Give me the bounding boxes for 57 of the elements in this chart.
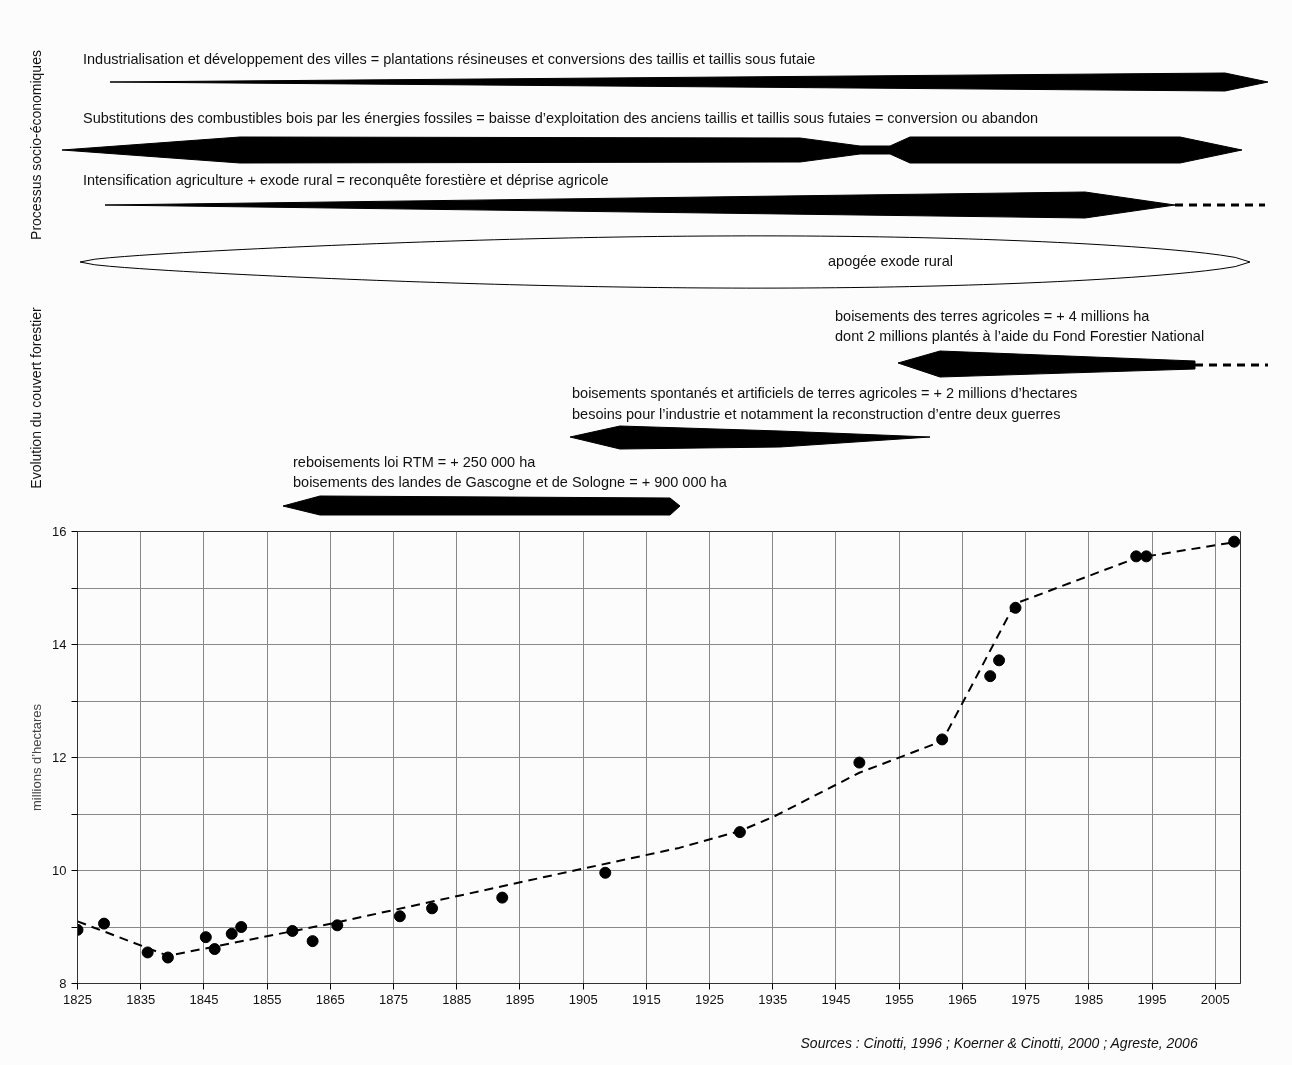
text: Substitutions des combustibles bois par les énergies fossiles = baisse d’exploitation des anciens taillis et taillis sous futaies = conversion ou abandon — [83, 109, 1039, 126]
point — [235, 921, 248, 933]
y-tick-label: 8 — [59, 976, 67, 991]
y-tick-label: 16 — [52, 524, 67, 539]
point — [98, 917, 111, 930]
text: Evolution du couvert forestier — [27, 307, 44, 489]
x-tick-label: 1935 — [758, 991, 788, 1007]
x-tick-label: 1845 — [189, 991, 219, 1007]
text: boisements spontanés et artificiels de terres agricoles = + 2 millions d’hectares — [572, 384, 1078, 401]
x-tick-label: 1905 — [568, 991, 598, 1007]
text: Processus socio-économiques — [27, 50, 44, 240]
y-tick-label: 12 — [52, 750, 67, 765]
x-tick-label: 1835 — [126, 991, 156, 1007]
point — [496, 891, 509, 904]
point — [306, 935, 319, 948]
point — [733, 826, 746, 839]
point — [286, 924, 299, 937]
point — [1140, 550, 1153, 563]
point — [853, 756, 866, 769]
x-tick-label: 1955 — [884, 991, 914, 1007]
text: boisements des terres agricoles = + 4 millions ha — [835, 307, 1151, 324]
x-tick-label: 1875 — [379, 991, 408, 1007]
x-tick-label: 1975 — [1011, 991, 1041, 1007]
point — [1228, 535, 1241, 548]
x-tick-label: 1885 — [442, 991, 472, 1007]
text: dont 2 millions plantés à l’aide du Fond Forestier National — [835, 327, 1205, 344]
x-tick-label: 1855 — [252, 991, 282, 1007]
x-tick-label: 1965 — [947, 991, 977, 1007]
x-tick-label: 1985 — [1074, 991, 1104, 1007]
text: Intensification agriculture + exode rural = reconquête forestière et déprise agricole — [83, 171, 609, 188]
x-tick-label: 1895 — [505, 991, 535, 1007]
point — [599, 866, 612, 879]
point — [141, 946, 154, 959]
x-tick-label: 1915 — [631, 991, 661, 1007]
point — [426, 902, 439, 915]
point — [199, 931, 212, 944]
text: reboisements loi RTM = + 250 000 ha — [293, 453, 537, 470]
x-tick-label: 1825 — [63, 991, 92, 1007]
x-tick-label: 1865 — [315, 991, 345, 1007]
point — [331, 919, 344, 932]
source-note: Sources : Cinotti, 1996 ; Koerner & Cinotti, 2000 ; Agreste, 2006 — [800, 1034, 1198, 1051]
y-tick-label: 14 — [52, 637, 67, 652]
x-tick-label: 2005 — [1200, 991, 1230, 1007]
text: boisements des landes de Gascogne et de Sologne = + 900 000 ha — [293, 473, 728, 490]
y-tick-label: 10 — [52, 863, 67, 878]
point — [393, 910, 406, 923]
y-axis-title: millions d’hectares — [29, 703, 45, 811]
point — [208, 943, 221, 956]
point — [225, 927, 238, 940]
text: apogée exode rural — [828, 252, 953, 269]
text: Industrialisation et développement des villes = plantations résineuses et conversions des taillis et taillis sous futaie — [83, 50, 816, 67]
x-tick-label: 1925 — [695, 991, 725, 1007]
point — [993, 654, 1006, 667]
x-tick-label: 1945 — [821, 991, 851, 1007]
point — [984, 670, 997, 683]
text: besoins pour l’industrie et notamment la reconstruction d’entre deux guerres — [572, 405, 1061, 422]
x-tick-label: 1995 — [1137, 991, 1167, 1007]
